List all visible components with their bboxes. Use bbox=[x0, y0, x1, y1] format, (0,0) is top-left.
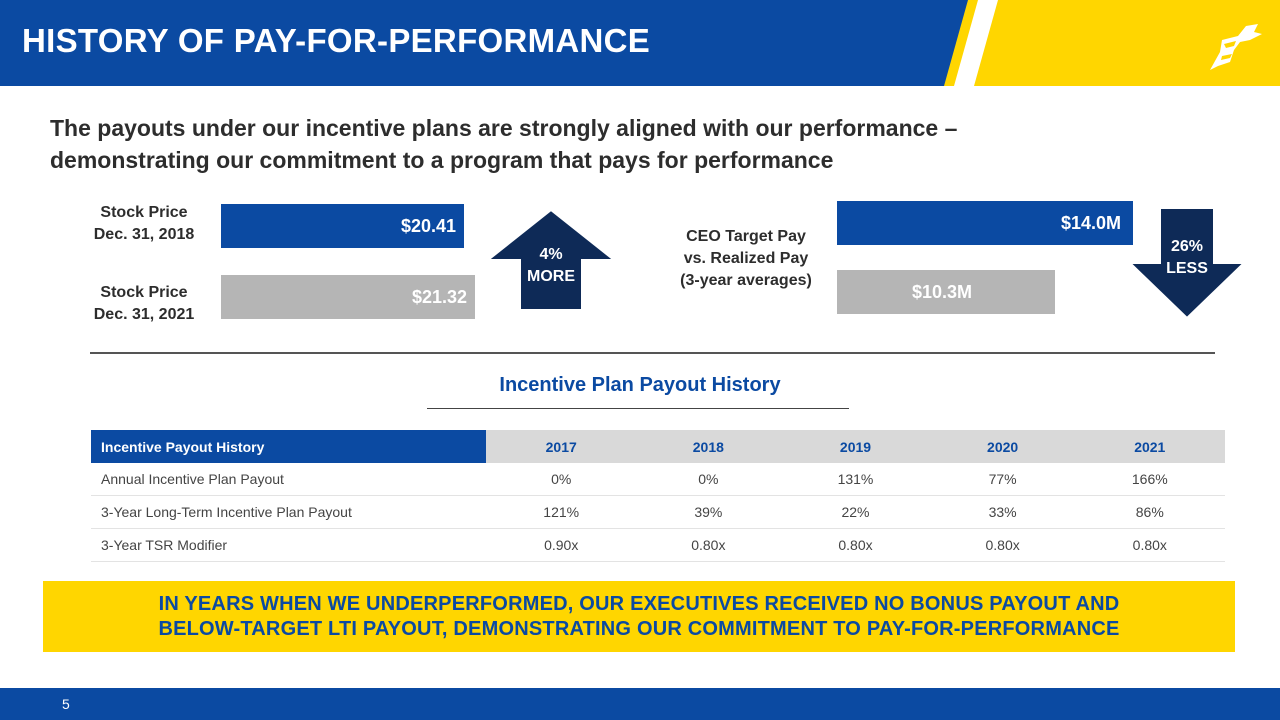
subtitle-line-1: The payouts under our incentive plans ar… bbox=[50, 115, 958, 141]
stock-change-label: 4% MORE bbox=[516, 244, 586, 288]
table-cell: 0.80x bbox=[780, 528, 931, 562]
table-cell: 3-Year Long-Term Incentive Plan Payout bbox=[91, 495, 486, 529]
header-cell: Incentive Payout History bbox=[91, 430, 486, 463]
subtitle: The payouts under our incentive plans ar… bbox=[50, 112, 1050, 176]
stock-change-pct: 4% bbox=[539, 246, 563, 263]
header-cell: 2018 bbox=[636, 430, 781, 463]
stock-2021-label-line2: Dec. 31, 2021 bbox=[93, 306, 195, 323]
stock-2018-label-line2: Dec. 31, 2018 bbox=[93, 226, 195, 243]
table-cell: 39% bbox=[636, 495, 781, 529]
table-cell: 0.90x bbox=[486, 528, 637, 562]
table-cell: 0.80x bbox=[636, 528, 781, 562]
ceo-target-pay-value: $14.0M bbox=[1060, 212, 1121, 233]
table-cell: 22% bbox=[780, 495, 931, 529]
stock-2021-bar: $21.32 bbox=[221, 275, 475, 319]
table-cell: 121% bbox=[486, 495, 637, 529]
table-row: 3-Year TSR Modifier 0.90x 0.80x 0.80x 0.… bbox=[91, 528, 1225, 562]
table-cell: 166% bbox=[1074, 463, 1225, 496]
table-cell: 86% bbox=[1074, 495, 1225, 529]
stock-2018-bar: $20.41 bbox=[221, 204, 464, 248]
banner-line-2: BELOW-TARGET LTI PAYOUT, DEMONSTRATING O… bbox=[158, 617, 1120, 640]
section-divider bbox=[90, 352, 1215, 354]
ceo-pay-change-label: 26% LESS bbox=[1152, 236, 1222, 280]
stock-2018-label: Stock Price Dec. 31, 2018 bbox=[82, 202, 206, 246]
footer-bar bbox=[0, 688, 1280, 720]
table-cell: 0.80x bbox=[1074, 528, 1225, 562]
header-cell: 2021 bbox=[1074, 430, 1225, 463]
page-title: HISTORY OF PAY-FOR-PERFORMANCE bbox=[22, 22, 651, 59]
incentive-payout-table: Incentive Payout History 2017 2018 2019 … bbox=[91, 430, 1225, 562]
table-header-row: Incentive Payout History 2017 2018 2019 … bbox=[91, 430, 1225, 463]
table-cell: 0.80x bbox=[930, 528, 1075, 562]
header-cell: 2017 bbox=[486, 430, 637, 463]
table-cell: 131% bbox=[780, 463, 931, 496]
callout-banner: IN YEARS WHEN WE UNDERPERFORMED, OUR EXE… bbox=[43, 581, 1235, 652]
stock-2021-label-line1: Stock Price bbox=[100, 284, 188, 301]
stock-2021-value: $21.32 bbox=[411, 286, 467, 307]
table-title-underline bbox=[427, 408, 849, 409]
table-cell: Annual Incentive Plan Payout bbox=[91, 463, 486, 496]
table-cell: 0% bbox=[486, 463, 637, 496]
ceo-pay-change-word: LESS bbox=[1166, 260, 1208, 277]
ceo-pay-change-pct: 26% bbox=[1170, 238, 1204, 255]
stock-change-word: MORE bbox=[527, 268, 575, 285]
ceo-target-pay-bar: $14.0M bbox=[837, 201, 1133, 245]
down-arrow-icon bbox=[1128, 207, 1246, 320]
page-number: 5 bbox=[62, 696, 70, 712]
table-row: 3-Year Long-Term Incentive Plan Payout 1… bbox=[91, 495, 1225, 529]
ceo-pay-label-line3: (3-year averages) bbox=[680, 272, 812, 289]
stock-2018-label-line1: Stock Price bbox=[100, 204, 188, 221]
table-title: Incentive Plan Payout History bbox=[499, 374, 781, 396]
subtitle-line-2: demonstrating our commitment to a progra… bbox=[50, 147, 834, 173]
header-cell: 2020 bbox=[930, 430, 1075, 463]
up-arrow-icon bbox=[486, 208, 616, 311]
header-cell: 2019 bbox=[780, 430, 931, 463]
table-cell: 0% bbox=[636, 463, 781, 496]
ceo-realized-pay-bar: $10.3M bbox=[837, 270, 1055, 314]
ceo-pay-label: CEO Target Pay vs. Realized Pay (3-year … bbox=[662, 226, 830, 292]
table-row: Annual Incentive Plan Payout 0% 0% 131% … bbox=[91, 463, 1225, 496]
stock-2021-label: Stock Price Dec. 31, 2021 bbox=[82, 282, 206, 326]
banner-line-1: IN YEARS WHEN WE UNDERPERFORMED, OUR EXE… bbox=[158, 592, 1120, 615]
table-cell: 33% bbox=[930, 495, 1075, 529]
table-cell: 3-Year TSR Modifier bbox=[91, 528, 486, 562]
ceo-realized-pay-value: $10.3M bbox=[911, 281, 973, 302]
wingfoot-logo-icon bbox=[1210, 24, 1262, 70]
table-cell: 77% bbox=[930, 463, 1075, 496]
stock-2018-value: $20.41 bbox=[400, 215, 456, 236]
ceo-pay-label-line1: CEO Target Pay bbox=[686, 228, 806, 245]
ceo-pay-label-line2: vs. Realized Pay bbox=[683, 250, 809, 267]
